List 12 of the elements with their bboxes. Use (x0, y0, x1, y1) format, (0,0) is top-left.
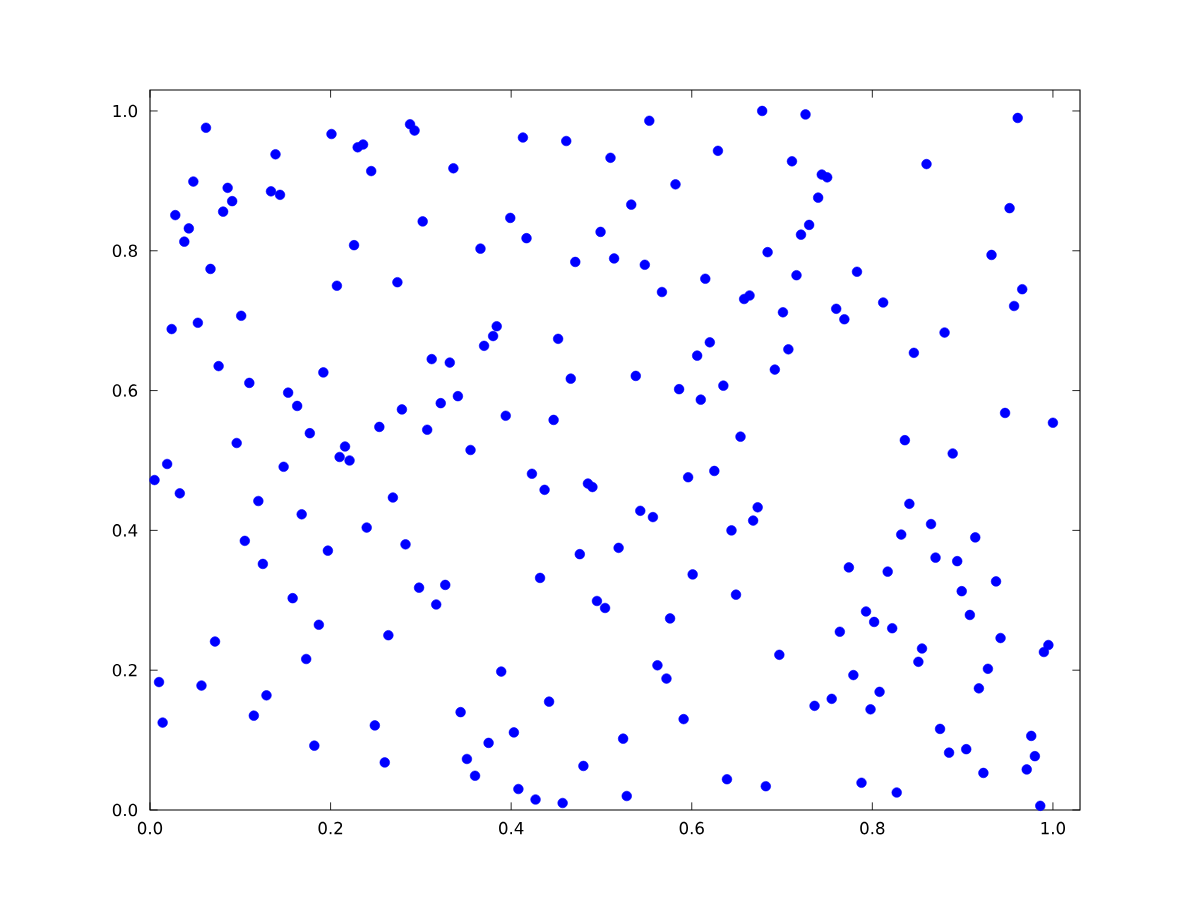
y-tick-label: 1.0 (113, 104, 138, 118)
x-tick-label: 0.2 (318, 821, 343, 835)
x-tick-label: 0.0 (137, 821, 163, 835)
y-tick-label: 0.4 (112, 524, 138, 537)
x-tick-label: 0.4 (499, 821, 524, 835)
x-tick-label: 1.0 (1041, 821, 1066, 835)
y-tick-label: 0.0 (112, 803, 138, 817)
x-tick-label: 0.8 (860, 821, 885, 835)
y-tick-label: 0.8 (112, 244, 138, 258)
y-tick-label: 0.2 (112, 663, 137, 677)
y-tick-label: 0.6 (112, 384, 138, 397)
x-tick-label: 0.6 (679, 821, 704, 835)
